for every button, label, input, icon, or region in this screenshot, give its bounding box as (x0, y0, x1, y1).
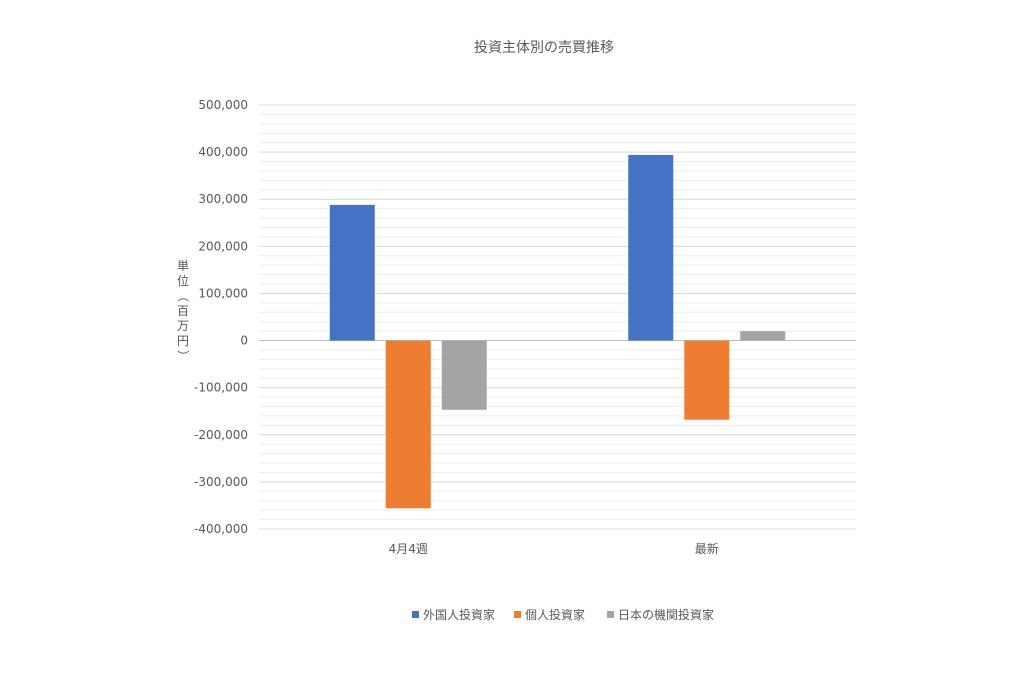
x-axis: 4月4週 最新 (389, 541, 719, 556)
chart-title: 投資主体別の売買推移 (474, 40, 614, 56)
legend: 外国人投資家 個人投資家 日本の機関投資家 (412, 607, 714, 622)
y-axis-title: 単位 （ 百万円 ） (176, 259, 190, 362)
x-category-label: 最新 (695, 541, 719, 556)
y-tick-label: -400,000 (194, 522, 248, 536)
bar (740, 331, 786, 341)
y-axis-title-char: ） (176, 350, 190, 362)
y-axis-title-char: 単 (177, 259, 189, 273)
y-tick-label: 500,000 (198, 98, 248, 112)
legend-swatch (514, 611, 521, 618)
y-tick-label: -300,000 (194, 475, 248, 489)
legend-label: 外国人投資家 (423, 607, 495, 622)
bar (684, 340, 730, 420)
y-axis-title-char: 位 (177, 273, 189, 288)
legend-label: 日本の機関投資家 (618, 607, 714, 622)
y-axis-title-char: （ (176, 290, 190, 302)
bar (441, 340, 487, 410)
y-tick-label: 300,000 (198, 192, 248, 206)
legend-swatch (412, 611, 419, 618)
y-tick-label: 0 (240, 334, 248, 348)
y-tick-label: -100,000 (194, 381, 248, 395)
y-axis-title-char: 円 (177, 334, 189, 348)
y-tick-label: 400,000 (198, 145, 248, 159)
bar (329, 204, 375, 341)
y-axis: -400,000 -300,000 -200,000 -100,000 0 100,000… (194, 98, 248, 536)
y-axis-title-char: 百 (177, 304, 189, 318)
y-tick-label: 100,000 (198, 286, 248, 300)
bars (329, 154, 786, 509)
bar (628, 154, 674, 341)
y-tick-label: 200,000 (198, 239, 248, 253)
y-tick-label: -200,000 (194, 428, 248, 442)
bar (385, 340, 431, 509)
y-axis-title-char: 万 (177, 319, 189, 333)
legend-label: 個人投資家 (525, 607, 585, 622)
legend-swatch (607, 611, 614, 618)
x-category-label: 4月4週 (389, 542, 428, 556)
gridlines (259, 104, 856, 530)
